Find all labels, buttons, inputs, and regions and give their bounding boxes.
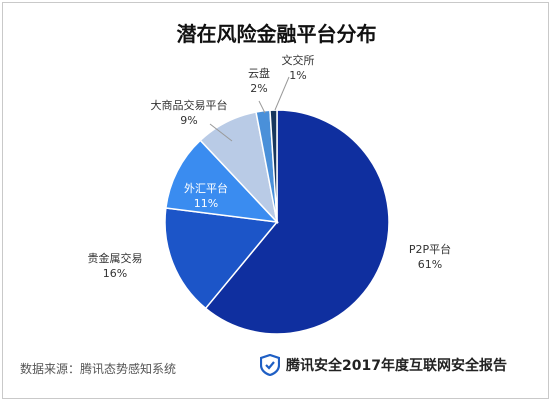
slice-name-label: 贵金属交易 — [88, 251, 143, 265]
slice-value-label: 1% — [289, 69, 306, 82]
brand-footer: 腾讯安全2017年度互联网安全报告 — [260, 354, 507, 376]
slice-value-label: 11% — [194, 197, 218, 210]
pie-slice-6 — [269, 109, 278, 223]
slice-value-label: 2% — [250, 82, 267, 95]
slice-value-label: 16% — [103, 267, 127, 280]
leader-line-4 — [209, 123, 233, 142]
pie-slice-3 — [165, 139, 279, 224]
report-title: 腾讯安全2017年度互联网安全报告 — [286, 358, 507, 374]
slice-labels: P2P平台 61% 贵金属交易 16% 外汇平台 11% 大商品交易平台 9% 云盘 2% 文交所 1… — [88, 53, 452, 280]
slice-name-label: 云盘 — [248, 66, 270, 80]
slice-name-label: 文交所 — [282, 53, 315, 67]
leader-lines — [209, 76, 290, 142]
leader-line-6 — [274, 76, 290, 111]
slice-name-label: 大商品交易平台 — [151, 98, 228, 112]
slice-name-label: 外汇平台 — [184, 181, 228, 195]
data-source-note: 数据来源：腾讯态势感知系统 — [20, 362, 177, 376]
slice-name-label: P2P平台 — [409, 242, 451, 256]
chart-title: 潜在风险金融平台分布 — [176, 22, 377, 46]
leader-line-5 — [258, 100, 266, 114]
shield-icon — [260, 354, 280, 376]
pie-slice-1 — [204, 109, 390, 335]
pie-slices — [164, 109, 390, 335]
slice-value-label: 9% — [180, 114, 197, 127]
slice-value-label: 61% — [418, 258, 442, 271]
pie-slice-2 — [164, 207, 279, 310]
